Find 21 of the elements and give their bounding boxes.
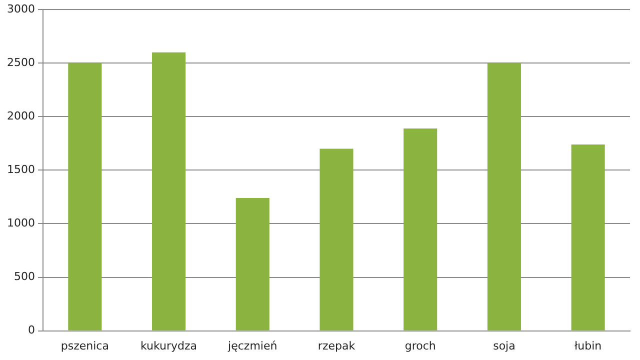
bar bbox=[320, 148, 354, 330]
x-tick-label: groch bbox=[404, 339, 436, 352]
y-tick-label: 500 bbox=[14, 270, 35, 284]
bar bbox=[487, 63, 521, 330]
bar bbox=[152, 52, 186, 330]
x-tick-label: soja bbox=[493, 339, 516, 352]
bar bbox=[571, 144, 605, 330]
x-tick-label: kukurydza bbox=[140, 339, 198, 352]
x-tick-label: jęczmień bbox=[227, 339, 278, 352]
y-tick-label: 1500 bbox=[6, 163, 35, 176]
y-tick-label: 0 bbox=[28, 324, 35, 337]
y-tick-label: 1000 bbox=[6, 216, 35, 230]
y-tick-label: 3000 bbox=[6, 2, 35, 16]
y-tick-label: 2500 bbox=[6, 56, 35, 69]
x-tick-label: pszenica bbox=[60, 339, 109, 352]
x-tick-label: łubin bbox=[574, 339, 602, 352]
bar bbox=[236, 198, 270, 330]
bar bbox=[68, 63, 102, 330]
x-tick-label: rzepak bbox=[318, 339, 356, 352]
y-tick-label: 2000 bbox=[6, 110, 35, 123]
bar bbox=[404, 128, 438, 330]
